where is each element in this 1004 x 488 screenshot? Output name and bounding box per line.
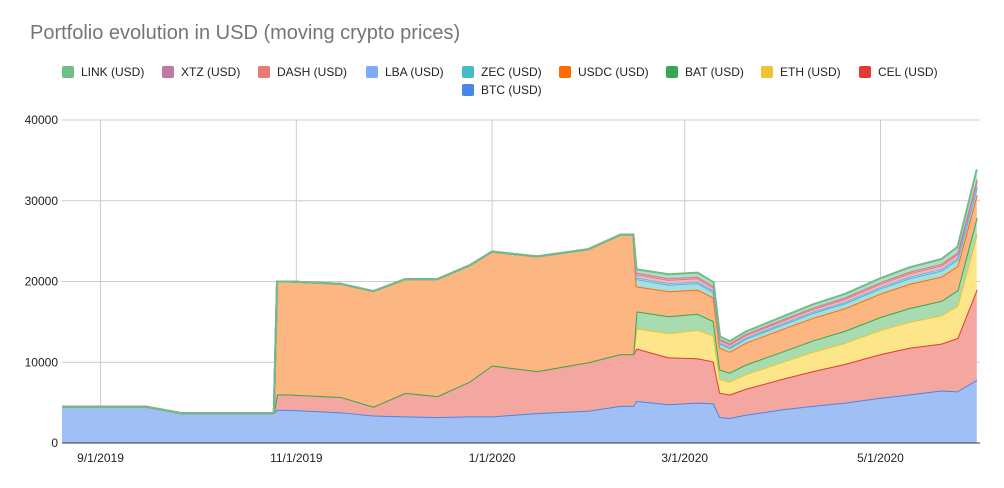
x-tick-label: 11/1/2019 xyxy=(270,451,323,465)
area-series-0 xyxy=(62,380,977,443)
area-series-1 xyxy=(62,289,977,418)
legend-item-usdc[interactable]: USDC (USD) xyxy=(559,64,649,80)
legend-label: ZEC (USD) xyxy=(481,65,542,79)
legend-label: CEL (USD) xyxy=(878,65,938,79)
legend-swatch xyxy=(462,66,474,78)
area-edge-9 xyxy=(62,169,978,415)
tick-labels: 0 10000 20000 30000 40000 9/1/2019 11/1/2019 1/… xyxy=(25,113,905,465)
legend-item-dash[interactable]: DASH (USD) xyxy=(258,64,347,80)
legend-item-btc[interactable]: BTC (USD) xyxy=(462,82,542,98)
y-tick-label: 40000 xyxy=(25,113,59,127)
legend-label: LINK (USD) xyxy=(81,65,145,79)
legend-swatch xyxy=(62,66,74,78)
legend-swatch xyxy=(859,66,871,78)
x-tick-label: 9/1/2019 xyxy=(77,451,124,465)
legend-label: BTC (USD) xyxy=(481,83,542,97)
chart-title: Portfolio evolution in USD (moving crypt… xyxy=(30,22,461,44)
legend-swatch xyxy=(162,66,174,78)
y-tick-label: 20000 xyxy=(25,275,59,289)
legend-item-link[interactable]: LINK (USD) xyxy=(62,64,144,80)
legend-swatch xyxy=(666,66,678,78)
y-tick-label: 0 xyxy=(51,436,58,450)
area-series-4 xyxy=(62,195,977,414)
legend-item-xtz[interactable]: XTZ (USD) xyxy=(162,64,240,80)
legend-swatch xyxy=(366,66,378,78)
legend-label: USDC (USD) xyxy=(578,65,649,79)
legend-item-zec[interactable]: ZEC (USD) xyxy=(462,64,542,80)
x-tick-label: 3/1/2020 xyxy=(661,451,708,465)
legend-label: XTZ (USD) xyxy=(181,65,241,79)
legend-label: BAT (USD) xyxy=(685,65,744,79)
legend-swatch xyxy=(761,66,773,78)
x-tick-label: 5/1/2020 xyxy=(857,451,904,465)
legend-item-cel[interactable]: CEL (USD) xyxy=(859,64,938,80)
stacked-areas xyxy=(62,169,978,443)
legend-label: DASH (USD) xyxy=(277,65,348,79)
legend-item-lba[interactable]: LBA (USD) xyxy=(366,64,444,80)
legend-label: LBA (USD) xyxy=(385,65,444,79)
y-tick-label: 10000 xyxy=(25,355,59,369)
y-tick-label: 30000 xyxy=(25,194,59,208)
legend-item-eth[interactable]: ETH (USD) xyxy=(761,64,841,80)
legend-swatch xyxy=(462,84,474,96)
legend-swatch xyxy=(258,66,270,78)
x-tick-label: 1/1/2020 xyxy=(469,451,516,465)
legend-label: ETH (USD) xyxy=(780,65,841,79)
legend-swatch xyxy=(559,66,571,78)
legend-item-bat[interactable]: BAT (USD) xyxy=(666,64,744,80)
